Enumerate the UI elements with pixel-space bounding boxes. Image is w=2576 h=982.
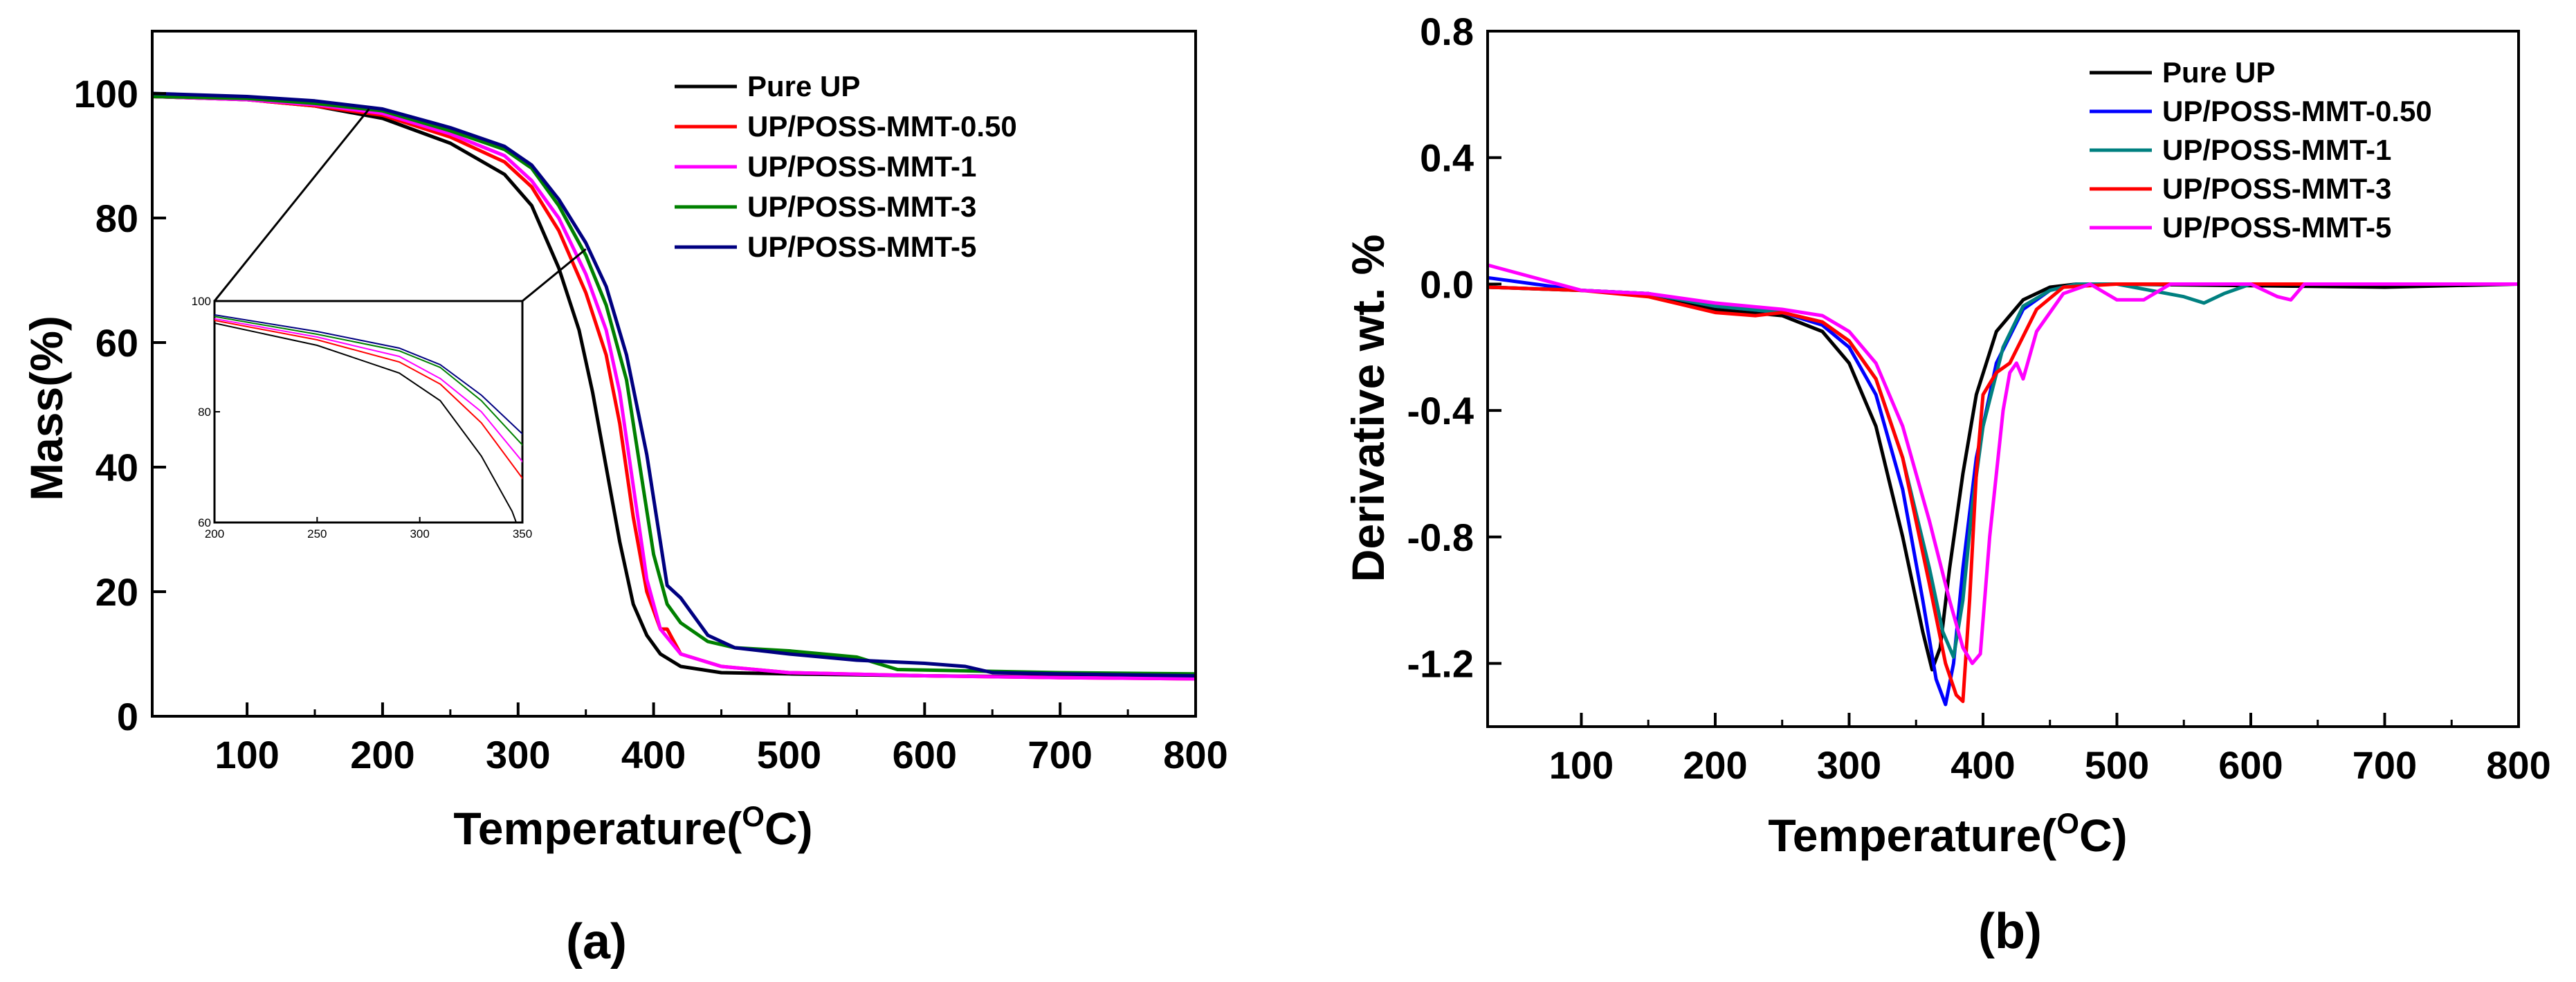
panel-b-y-tick-label: -0.8: [1407, 516, 1474, 559]
series-line-pure-up: [152, 95, 1196, 680]
inset-y-tick-label: 100: [192, 295, 211, 308]
panel-b-y-tick-label: -1.2: [1407, 642, 1474, 686]
panel-a-y-tick-label: 80: [95, 197, 138, 240]
panel-a-x-ticks: 100 200 300 400 500 600 700 800: [214, 702, 1228, 776]
inset-series-line-pure-up: [214, 322, 518, 522]
panel-a-y-tick-label: 20: [95, 570, 138, 614]
inset-x-tick-label: 250: [307, 527, 327, 540]
panel-a-y-ticks: 0 20 40 60 80 100: [74, 72, 166, 738]
panel-b-x-tick-label: 400: [1951, 743, 2015, 787]
panel-b-y-tick-label: -0.4: [1407, 389, 1474, 433]
inset-series-line-up-poss-mmt-3: [214, 316, 522, 446]
legend-label-up-poss-mmt-5: UP/POSS-MMT-5: [2162, 211, 2391, 244]
panel-a-y-tick-label: 40: [95, 446, 138, 489]
panel-b-x-tick-label: 100: [1549, 743, 1614, 787]
series-line-up-poss-mmt-3: [152, 95, 1196, 676]
panel-b-x-tick-label: 500: [2085, 743, 2149, 787]
series-line-up-poss-mmt-3: [1487, 282, 2519, 703]
panel-a-x-tick-label: 700: [1027, 733, 1092, 776]
panel-b-y-tick-label: 0.4: [1420, 136, 1474, 180]
panel-b-x-tick-label: 800: [2486, 743, 2550, 787]
panel-a-x-tick-label: 500: [757, 733, 821, 776]
legend-label-up-poss-mmt-3: UP/POSS-MMT-3: [747, 190, 976, 223]
panel-b-y-ticks: 0.8 0.4 0.0 -0.4 -0.8 -1.2: [1407, 10, 1501, 686]
legend-label-up-poss-mmt-1: UP/POSS-MMT-1: [747, 150, 976, 183]
panel-b-x-tick-label: 700: [2353, 743, 2417, 787]
legend-label-up-poss-mmt-3: UP/POSS-MMT-3: [2162, 172, 2391, 205]
panel-b-x-tick-label: 600: [2218, 743, 2283, 787]
legend-label-pure-up: Pure UP: [2162, 56, 2275, 89]
series-line-up-poss-mmt-1: [152, 95, 1196, 681]
panel-a-x-axis-label: Temperature(OC): [453, 800, 812, 854]
panel-b-plot-frame: [1486, 30, 2520, 728]
inset-series-line-up-poss-mmt-5: [214, 313, 522, 435]
series-line-up-poss-mmt-1: [1487, 282, 2519, 659]
panel-a-x-tick-label: 200: [350, 733, 414, 776]
panel-b-x-axis-label: Temperature(OC): [1768, 807, 2127, 861]
panel-b-derivative-chart: 100 200 300 400 500 600 700 800 0.8 0.4 0.0 -0.4 -0…: [1342, 10, 2551, 959]
inset-x-tick-label: 300: [410, 527, 429, 540]
panel-b-x-tick-label: 300: [1817, 743, 1881, 787]
inset-series-group: [214, 313, 522, 522]
panel-a-inset: 200 250 300 350 60 80 100: [192, 108, 587, 540]
panel-b-label: (b): [1978, 904, 2042, 959]
series-line-up-poss-mmt-0-50: [1487, 275, 2519, 707]
panel-a-x-tick-label: 300: [486, 733, 550, 776]
panel-a-y-tick-label: 0: [117, 695, 138, 738]
panel-a-plot-frame: [151, 30, 1197, 718]
panel-b-x-tick-label: 200: [1683, 743, 1747, 787]
inset-connector-right: [522, 248, 587, 302]
panel-a-x-tick-label: 600: [893, 733, 957, 776]
inset-connector-left: [213, 108, 370, 302]
inset-frame: [213, 300, 524, 524]
panel-a-legend: Pure UP UP/POSS-MMT-0.50 UP/POSS-MMT-1 UP/P…: [675, 70, 1017, 263]
panel-b-y-tick-label: 0.8: [1420, 10, 1474, 53]
series-line-up-poss-mmt-5: [1487, 263, 2519, 666]
legend-label-pure-up: Pure UP: [747, 70, 860, 102]
legend-label-up-poss-mmt-0-50: UP/POSS-MMT-0.50: [2162, 95, 2432, 127]
panel-a-y-tick-label: 60: [95, 321, 138, 365]
panel-a-y-tick-label: 100: [74, 72, 138, 116]
inset-x-tick-label: 200: [205, 527, 224, 540]
series-line-up-poss-mmt-5: [152, 91, 1196, 678]
panel-b-legend: Pure UP UP/POSS-MMT-0.50 UP/POSS-MMT-1 UP/P…: [2090, 56, 2432, 244]
legend-label-up-poss-mmt-0-50: UP/POSS-MMT-0.50: [747, 110, 1017, 143]
inset-x-tick-label: 350: [513, 527, 532, 540]
inset-y-tick-label: 60: [198, 516, 211, 529]
panel-a-x-tick-label: 800: [1163, 733, 1227, 776]
panel-a-x-tick-label: 400: [621, 733, 686, 776]
inset-y-tick-label: 80: [198, 406, 211, 419]
legend-label-up-poss-mmt-5: UP/POSS-MMT-5: [747, 230, 976, 263]
panel-b-y-axis-label: Derivative wt. %: [1342, 235, 1394, 583]
legend-label-up-poss-mmt-1: UP/POSS-MMT-1: [2162, 134, 2391, 166]
panel-a-series-group: [152, 91, 1196, 681]
panel-a-x-tick-label: 100: [214, 733, 279, 776]
inset-series-line-up-poss-mmt-0-50: [214, 319, 522, 480]
series-line-pure-up: [1487, 282, 2519, 672]
inset-series-line-up-poss-mmt-1: [214, 318, 522, 463]
panel-b-y-tick-label: 0.0: [1420, 262, 1474, 306]
panel-b-x-ticks: 100 200 300 400 500 600 700 800: [1549, 713, 2551, 787]
panel-a-label: (a): [566, 914, 627, 970]
panel-a-y-axis-label: Mass(%): [21, 316, 72, 501]
panel-b-series-group: [1487, 263, 2519, 707]
